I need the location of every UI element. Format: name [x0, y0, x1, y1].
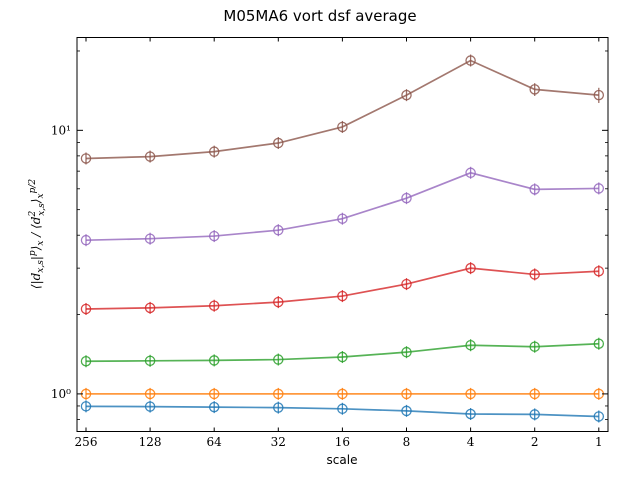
data-point — [529, 84, 540, 95]
x-tick-label: 128 — [139, 435, 162, 449]
series-line — [85, 171, 599, 242]
data-point — [465, 55, 476, 66]
x-tick-label: 64 — [207, 435, 223, 449]
data-point — [144, 151, 156, 162]
data-point — [337, 121, 348, 133]
data-point — [273, 224, 284, 236]
data-point — [401, 278, 412, 290]
x-axis-label: scale — [327, 453, 358, 467]
data-point — [208, 300, 220, 311]
series-5 — [80, 54, 605, 165]
data-point — [529, 341, 540, 352]
data-point — [337, 388, 348, 400]
data-point — [337, 213, 348, 224]
svg-text:⟨|dx,s|p⟩x / ⟨d2x,s⟩xp/2: ⟨|dx,s|p⟩x / ⟨d2x,s⟩xp/2 — [28, 179, 47, 289]
data-point — [80, 234, 92, 246]
data-point — [529, 184, 540, 195]
y-tick-label: 10¹ — [51, 123, 71, 137]
data-point — [208, 401, 220, 413]
data-point — [208, 355, 220, 366]
data-point — [593, 89, 605, 101]
data-point — [273, 296, 284, 308]
y-tick-label: 10⁰ — [51, 387, 71, 401]
data-point — [208, 388, 220, 400]
data-point — [273, 388, 284, 400]
x-tick-label: 4 — [467, 435, 475, 449]
data-point — [465, 408, 476, 420]
data-point — [401, 388, 412, 400]
data-point — [401, 405, 412, 417]
data-point — [465, 262, 476, 274]
data-point — [273, 137, 284, 149]
data-point — [401, 346, 412, 358]
data-point — [529, 269, 540, 280]
series-line — [85, 59, 599, 160]
x-tick-label: 2 — [531, 435, 539, 449]
data-point — [465, 167, 476, 179]
chart-title: M05MA6 vort dsf average — [223, 7, 416, 25]
data-point — [208, 230, 220, 242]
data-point — [144, 233, 156, 244]
axis-ticks: 256 128 64 32 16 8 4 2 1 10⁰ 10¹ — [51, 37, 608, 449]
data-point — [529, 388, 540, 400]
x-tick-label: 16 — [335, 435, 350, 449]
data-point — [80, 303, 92, 315]
data-point — [144, 355, 156, 367]
data-point — [593, 411, 605, 422]
x-tick-label: 8 — [403, 435, 411, 449]
data-point — [529, 409, 540, 420]
series-2 — [80, 337, 605, 368]
plot-frame — [76, 37, 609, 432]
data-point — [80, 401, 92, 412]
y-axis-label: ⟨|dx,s|p⟩x / ⟨d2x,s⟩xp/2 — [28, 179, 47, 289]
x-tick-label: 32 — [271, 435, 286, 449]
data-point — [80, 153, 92, 164]
x-tick-label: 256 — [75, 435, 98, 449]
data-point — [593, 183, 605, 194]
series-3 — [80, 262, 605, 315]
data-point — [273, 402, 284, 413]
series-1 — [80, 387, 605, 400]
data-point — [401, 89, 412, 101]
data-point — [593, 265, 605, 277]
data-point — [465, 388, 476, 400]
data-point — [80, 356, 92, 367]
data-point — [144, 401, 156, 412]
plot-area — [80, 54, 605, 423]
data-point — [465, 339, 476, 351]
data-point — [593, 338, 605, 349]
x-tick-label: 1 — [595, 435, 603, 449]
data-point — [337, 351, 348, 363]
series-0 — [80, 400, 605, 423]
data-point — [144, 302, 156, 314]
data-point — [144, 388, 156, 400]
series-line — [85, 267, 599, 310]
data-point — [401, 192, 412, 204]
data-point — [273, 354, 284, 365]
data-point — [337, 403, 348, 415]
data-point — [337, 290, 348, 302]
series-4 — [80, 166, 605, 247]
data-point — [208, 146, 220, 157]
